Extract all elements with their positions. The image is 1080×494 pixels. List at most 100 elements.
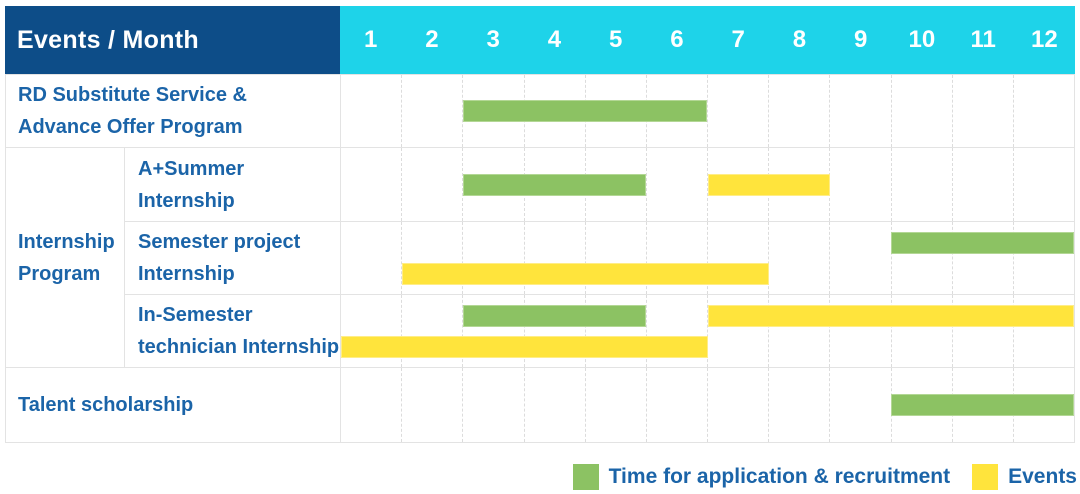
month-cell (953, 75, 1014, 147)
month-cell (525, 222, 586, 294)
bar-line (341, 304, 1074, 327)
legend: Time for application & recruitment Event… (572, 464, 1077, 490)
month-cell (769, 368, 831, 442)
month-cell (708, 222, 770, 294)
legend-label: Events (1008, 465, 1077, 488)
month-cell (708, 368, 770, 442)
bar-lines (341, 148, 1074, 221)
header-events-month: Events / Month (5, 6, 340, 74)
month-number: 11 (970, 26, 996, 53)
month-gridlines (341, 295, 1074, 367)
month-number: 9 (853, 26, 868, 53)
bar-lines (341, 295, 1074, 367)
row-label-semester-project-internship: Semester project Internship (124, 221, 340, 294)
gantt-row-rd-substitute (340, 74, 1075, 147)
month-cell (830, 75, 892, 147)
gantt-bar-yellow (707, 304, 1074, 327)
month-number: 3 (486, 26, 500, 53)
month-cell (647, 222, 709, 294)
month-cell (586, 368, 647, 442)
month-cell (953, 295, 1014, 367)
month-cell (463, 295, 525, 367)
month-cell (892, 75, 953, 147)
month-cell (341, 148, 403, 221)
month-cell (402, 295, 464, 367)
month-cell (769, 75, 831, 147)
bar-line (341, 394, 1074, 416)
month-cell (830, 148, 892, 221)
month-cell (525, 295, 586, 367)
row-label-in-semester-technician-internship: In-Semester technician Internship (124, 294, 340, 367)
month-number: 5 (608, 26, 623, 53)
gantt-bar-green (890, 394, 1074, 416)
gantt-row-in-semester-technician-internship (340, 294, 1075, 367)
bar-line (341, 173, 1074, 196)
month-cell (953, 222, 1014, 294)
month-number: 10 (908, 26, 936, 53)
month-cell (708, 75, 770, 147)
month-cell (892, 222, 953, 294)
month-cell (647, 368, 709, 442)
month-cell (525, 368, 586, 442)
month-cell (402, 222, 464, 294)
bar-line (341, 335, 1074, 358)
gantt-bar-green (463, 173, 647, 196)
month-number: 7 (731, 26, 745, 53)
month-cell (341, 295, 403, 367)
gantt-bar-yellow (707, 173, 830, 196)
month-cell (953, 148, 1014, 221)
gantt-table: Events / Month 1 2 3 4 5 6 7 8 9 10 11 12 RD Substi… (5, 6, 1075, 443)
month-cell (402, 368, 464, 442)
bar-line (341, 262, 1074, 285)
header-month-numbers: 1 2 3 4 5 6 7 8 9 10 11 12 (340, 6, 1075, 74)
gantt-row-semester-project-internship (340, 221, 1075, 294)
month-cell (647, 295, 709, 367)
month-cell (830, 295, 892, 367)
month-cell (463, 222, 525, 294)
month-number: 6 (670, 26, 684, 53)
month-number: 4 (547, 26, 562, 53)
month-cell (402, 75, 464, 147)
row-label-a-summer-internship: A+Summer Internship (124, 147, 340, 221)
month-cell (892, 295, 953, 367)
month-cell (341, 222, 403, 294)
gantt-row-a-summer-internship (340, 147, 1075, 221)
green-swatch-icon (572, 464, 599, 490)
month-cell (586, 295, 647, 367)
gantt-bar-green (463, 304, 647, 327)
gantt-bar-yellow (341, 335, 708, 358)
month-number: 12 (1031, 26, 1058, 53)
month-cell (769, 295, 831, 367)
month-cell (769, 148, 831, 221)
month-cell (647, 75, 709, 147)
gantt-row-talent-scholarship (340, 367, 1075, 443)
bar-lines (341, 75, 1074, 147)
month-cell (892, 148, 953, 221)
month-cell (708, 295, 770, 367)
bar-lines (341, 222, 1074, 294)
month-number: 2 (425, 26, 439, 53)
month-cell (463, 368, 525, 442)
month-number: 1 (363, 26, 378, 53)
legend-item-events: Events (972, 464, 1077, 490)
month-cell (341, 75, 403, 147)
bar-lines (341, 368, 1074, 442)
month-number: 8 (792, 26, 807, 53)
month-gridlines (341, 222, 1074, 294)
gantt-bar-green (463, 100, 708, 122)
month-cell (769, 222, 831, 294)
row-label-rd-substitute: RD Substitute Service & Advance Offer Pr… (5, 74, 340, 147)
legend-item-application-recruitment: Time for application & recruitment (572, 464, 951, 490)
yellow-swatch-icon (972, 464, 999, 490)
month-cell (830, 222, 892, 294)
row-label-talent-scholarship: Talent scholarship (5, 367, 340, 443)
bar-line (341, 231, 1074, 254)
gantt-bar-green (890, 231, 1074, 254)
gantt-bar-yellow (402, 262, 769, 285)
group-label-internship-program: Internship Program (5, 147, 124, 367)
bar-line (341, 100, 1074, 122)
month-cell (341, 368, 403, 442)
month-cell (586, 222, 647, 294)
legend-label: Time for application & recruitment (608, 465, 951, 488)
